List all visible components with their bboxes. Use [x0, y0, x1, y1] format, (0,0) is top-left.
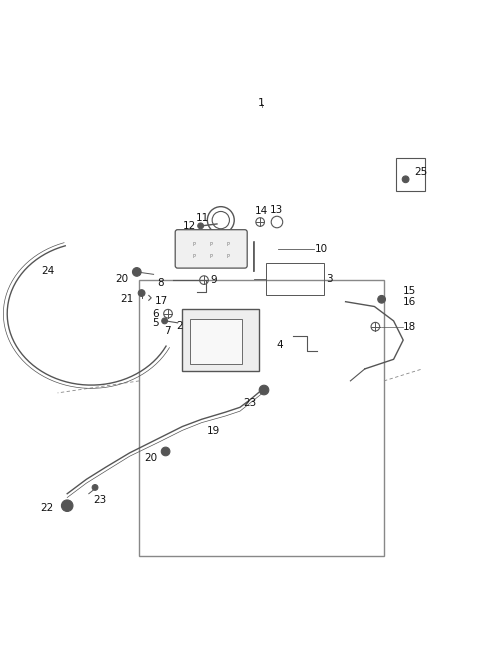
Text: P: P	[227, 242, 229, 247]
Text: 20: 20	[116, 274, 129, 284]
Circle shape	[162, 318, 168, 324]
Text: P: P	[210, 254, 213, 258]
Text: P: P	[193, 242, 196, 247]
Text: 6: 6	[152, 309, 158, 319]
Text: 12: 12	[182, 221, 196, 231]
Text: 16: 16	[403, 297, 417, 307]
Text: 25: 25	[414, 167, 427, 177]
Text: 1: 1	[258, 98, 265, 108]
Circle shape	[378, 295, 385, 303]
Text: 24: 24	[41, 266, 54, 276]
Bar	[182, 309, 259, 371]
Text: 11: 11	[195, 213, 209, 223]
Circle shape	[61, 500, 73, 512]
Circle shape	[198, 223, 204, 229]
Text: 18: 18	[403, 322, 417, 332]
Text: 23: 23	[243, 398, 256, 408]
Bar	[396, 158, 425, 191]
Circle shape	[132, 268, 141, 276]
Circle shape	[161, 447, 170, 456]
Text: P: P	[227, 254, 229, 258]
Text: 14: 14	[255, 206, 268, 216]
Circle shape	[138, 290, 145, 296]
Text: 22: 22	[40, 503, 54, 513]
Bar	[190, 319, 242, 364]
Circle shape	[64, 503, 70, 508]
Text: 17: 17	[155, 295, 168, 306]
Text: 21: 21	[120, 294, 133, 304]
Text: 7: 7	[164, 325, 170, 336]
Bar	[139, 280, 384, 556]
Text: 5: 5	[152, 318, 158, 328]
Circle shape	[92, 485, 98, 490]
Text: 3: 3	[326, 274, 333, 284]
Text: 13: 13	[269, 206, 283, 215]
Circle shape	[402, 176, 409, 182]
FancyBboxPatch shape	[175, 230, 247, 268]
Text: 15: 15	[403, 286, 417, 296]
Text: 20: 20	[144, 453, 157, 463]
Text: 23: 23	[94, 494, 107, 504]
Text: 9: 9	[210, 275, 217, 285]
Circle shape	[259, 385, 269, 395]
Bar	[266, 263, 324, 295]
Text: 8: 8	[157, 278, 164, 288]
Text: 4: 4	[276, 340, 283, 350]
Text: 10: 10	[314, 244, 327, 254]
Text: P: P	[193, 254, 196, 258]
Text: P: P	[210, 242, 213, 247]
Text: 2: 2	[176, 321, 182, 330]
Text: 19: 19	[207, 426, 220, 436]
